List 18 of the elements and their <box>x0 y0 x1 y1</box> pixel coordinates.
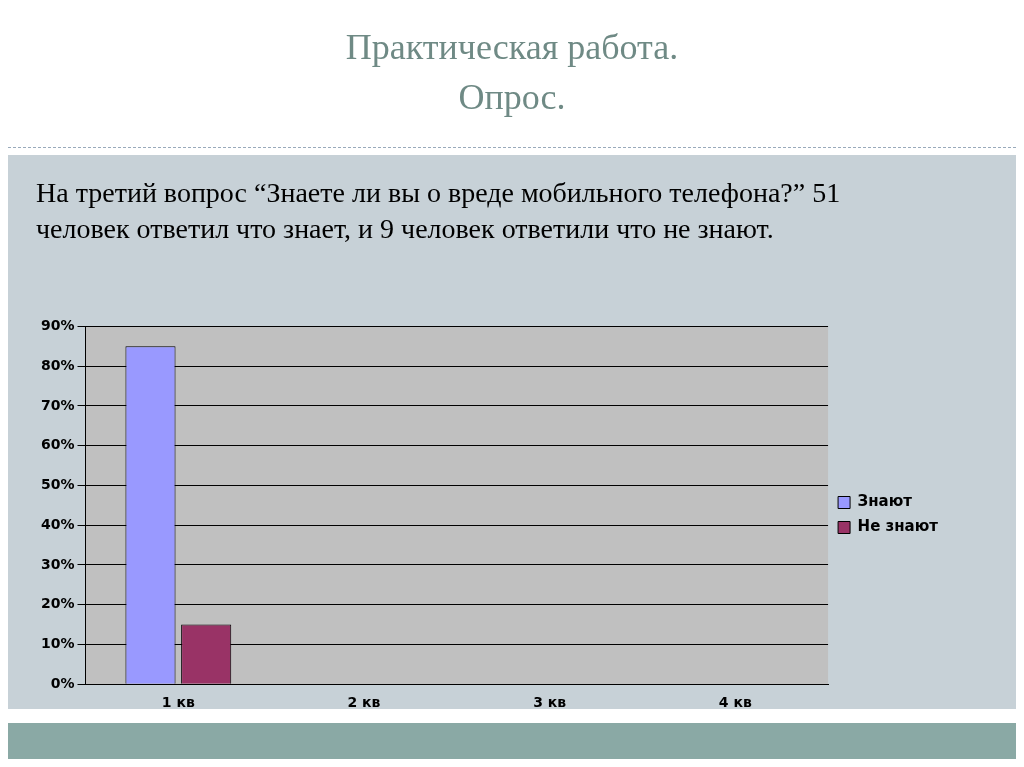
chart-subtitle: На третий вопрос “Знаете ли вы о вреде мобильного телефона?” 51 человек ответил что знает, и 9 человек ответили что не знают. <box>35 176 842 246</box>
y-tick-label: 50% <box>40 476 75 493</box>
legend-label: Не знают <box>857 517 939 536</box>
x-tick-label: 1 кв <box>161 694 195 711</box>
y-tick-label: 20% <box>40 595 75 612</box>
x-tick-label: 4 кв <box>718 694 752 711</box>
y-tick-label: 30% <box>40 555 75 572</box>
y-tick-label: 10% <box>40 635 75 652</box>
y-tick-label: 80% <box>40 356 75 373</box>
x-tick-label: 3 кв <box>533 694 567 711</box>
chart-title: Практическая работа. Опрос. <box>8 8 1016 148</box>
y-tick-label: 0% <box>50 674 75 691</box>
x-tick-label: 2 кв <box>347 694 381 711</box>
y-tick-label: 40% <box>40 515 75 532</box>
y-tick-label: 90% <box>40 317 75 334</box>
y-tick-label: 70% <box>40 396 75 413</box>
y-tick-label: 60% <box>40 436 75 453</box>
legend-label: Знают <box>857 492 913 511</box>
